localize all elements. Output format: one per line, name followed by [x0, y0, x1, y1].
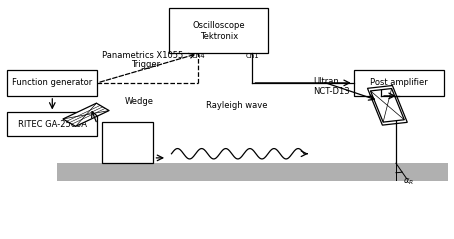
Polygon shape — [63, 103, 109, 126]
Text: Ch1: Ch1 — [246, 53, 259, 59]
Bar — [7, 112, 97, 136]
Text: Ch4: Ch4 — [192, 53, 205, 59]
Text: $\alpha_R$: $\alpha_R$ — [403, 176, 414, 187]
Text: Rayleigh wave: Rayleigh wave — [206, 101, 267, 110]
Bar — [7, 70, 97, 96]
Text: Ultran
NCT-D13: Ultran NCT-D13 — [313, 77, 350, 96]
Bar — [354, 70, 444, 96]
Text: Post amplifier: Post amplifier — [370, 78, 428, 87]
Bar — [169, 8, 268, 53]
Bar — [102, 122, 153, 163]
Polygon shape — [370, 89, 404, 122]
Text: Trigger: Trigger — [131, 60, 160, 69]
Bar — [57, 163, 448, 181]
Text: RITEC GA-2500A: RITEC GA-2500A — [18, 120, 87, 129]
Text: Wedge: Wedge — [124, 97, 153, 106]
Text: Function generator: Function generator — [12, 78, 93, 87]
Text: Panametrics X1055: Panametrics X1055 — [102, 51, 183, 60]
Text: Oscilloscope
Tektronix: Oscilloscope Tektronix — [192, 21, 245, 41]
